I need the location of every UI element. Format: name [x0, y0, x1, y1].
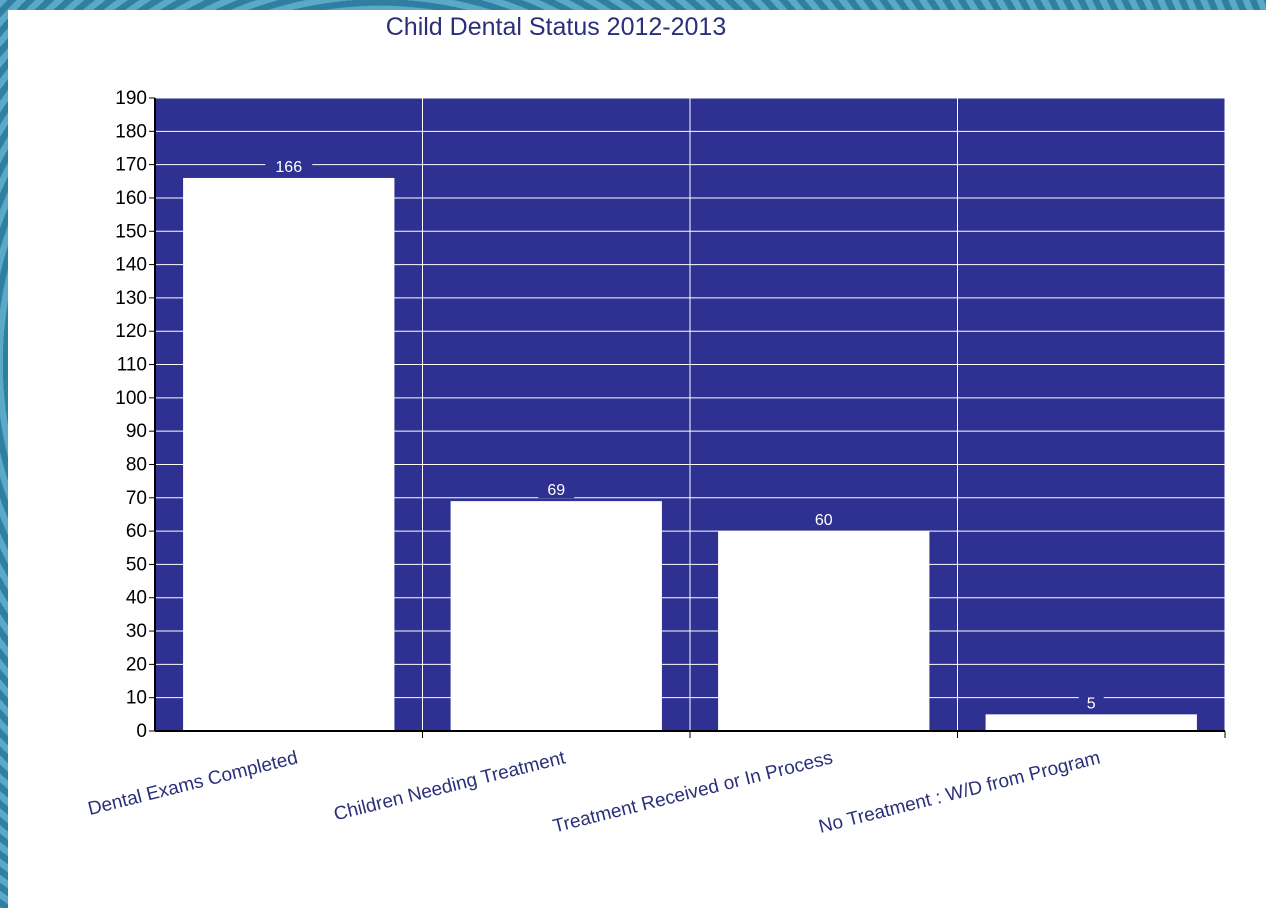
y-tick-label: 130 — [115, 288, 147, 309]
y-tick-label: 0 — [136, 721, 147, 742]
bars — [183, 177, 1197, 732]
data-label: 60 — [815, 512, 833, 529]
bar-chart: Child Dental Status 2012-2013 0 10 20 30 40 5… — [86, 13, 1226, 838]
chart-title: Child Dental Status 2012-2013 — [386, 13, 727, 41]
y-tick-label: 100 — [115, 388, 147, 409]
y-tick-label: 150 — [115, 221, 147, 242]
bar — [985, 714, 1197, 731]
y-tick-label: 10 — [126, 688, 147, 709]
data-label: 166 — [275, 159, 302, 176]
x-tick-label: No Treatment : W/D from Program — [817, 747, 1103, 837]
y-tick-label: 110 — [117, 355, 147, 376]
y-tick-label: 170 — [115, 155, 147, 176]
y-tick-label: 90 — [126, 421, 147, 442]
y-tick-label: 60 — [126, 521, 147, 542]
data-label-bg — [538, 480, 575, 499]
x-tick-label: Dental Exams Completed — [86, 747, 300, 819]
y-tick-label: 30 — [126, 621, 147, 642]
y-tick-label: 190 — [115, 88, 147, 109]
x-tick-label: Children Needing Treatment — [332, 747, 568, 825]
y-tick-label: 50 — [126, 554, 147, 575]
y-tick-label: 160 — [115, 188, 147, 209]
y-tick-label: 80 — [126, 454, 147, 475]
chart-panel: Child Dental Status 2012-2013 0 10 20 30 40 5… — [8, 10, 1266, 908]
y-tick-label: 180 — [115, 121, 147, 142]
y-tick-label: 140 — [115, 255, 147, 276]
data-label-bg — [1078, 693, 1104, 712]
y-tick-label: 70 — [126, 488, 147, 509]
axes — [149, 97, 1226, 738]
data-label-bg — [265, 156, 313, 175]
y-tick-label: 20 — [126, 654, 147, 675]
data-label: 5 — [1087, 695, 1096, 712]
data-label: 69 — [547, 482, 565, 499]
x-tick-label: Treatment Received or In Process — [551, 747, 835, 837]
y-tick-label: 120 — [115, 321, 147, 342]
data-label-bg — [805, 510, 842, 529]
bar — [718, 531, 930, 731]
bar — [183, 177, 395, 732]
y-tick-label: 40 — [126, 588, 147, 609]
bar — [450, 501, 662, 731]
